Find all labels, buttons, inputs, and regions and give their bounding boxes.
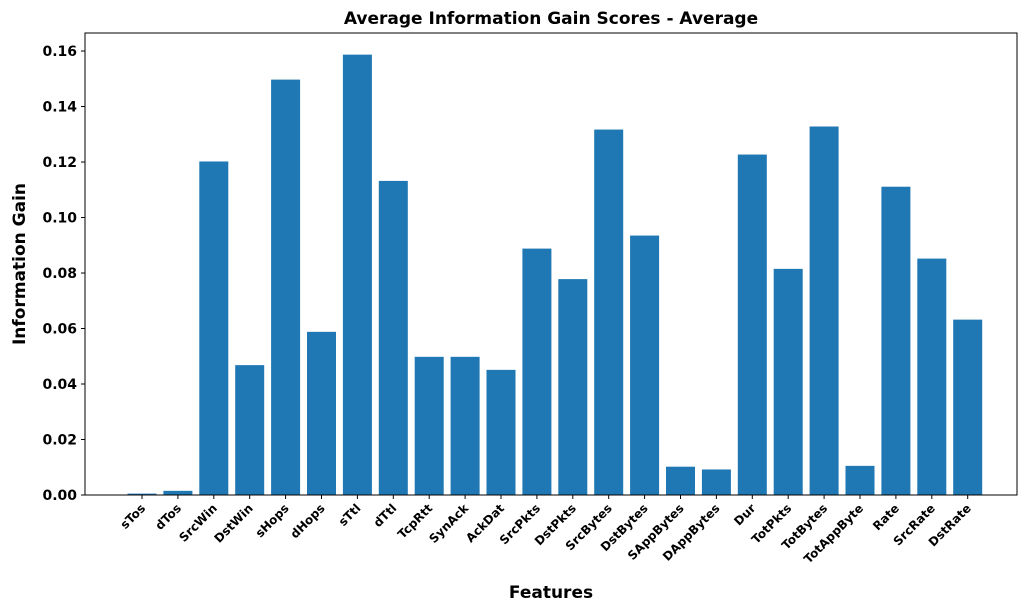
bar-SAppBytes <box>666 466 695 495</box>
y-tick-label: 0.12 <box>42 155 77 171</box>
bar-SrcRate <box>917 258 947 495</box>
bar-TcpRtt <box>414 356 444 495</box>
bar-SynAck <box>450 356 480 495</box>
bars-group <box>127 54 983 496</box>
bar-DAppBytes <box>701 469 731 495</box>
bar-AckDat <box>486 369 516 495</box>
y-tick-label: 0.06 <box>42 322 77 338</box>
chart-title: Average Information Gain Scores - Averag… <box>344 9 758 29</box>
x-tick-label: DstWin <box>211 501 255 545</box>
bar-SrcWin <box>199 161 229 495</box>
y-tick-label: 0.04 <box>42 377 77 393</box>
x-tick-label: SynAck <box>426 501 472 547</box>
x-tick-label: dTos <box>152 501 184 533</box>
bar-SrcPkts <box>522 248 552 495</box>
bar-DstWin <box>235 365 265 495</box>
x-tick-label: Rate <box>870 501 902 533</box>
bar-TotPkts <box>773 268 803 495</box>
x-tick-label: sTos <box>118 501 148 531</box>
x-tick-label: dTtl <box>371 501 400 530</box>
bar-sTtl <box>342 54 372 495</box>
y-axis: 0.00 0.02 0.04 0.06 0.08 0.10 0.12 0.14 0.16 <box>42 44 85 504</box>
x-tick-label: sHops <box>253 501 292 540</box>
y-tick-label: 0.16 <box>42 44 77 60</box>
y-tick-label: 0.08 <box>42 266 77 282</box>
bar-dTtl <box>378 180 408 495</box>
y-tick-label: 0.02 <box>42 433 77 449</box>
bar-TotBytes <box>809 126 839 495</box>
x-tick-label: dHops <box>288 501 328 541</box>
y-tick-label: 0.10 <box>42 211 77 227</box>
bar-dHops <box>307 331 336 495</box>
x-tick-label: sTtl <box>336 501 364 529</box>
x-axis-label: Features <box>509 583 593 603</box>
bar-TotAppByte <box>845 465 875 495</box>
x-tick-label: Dur <box>731 501 758 528</box>
bar-sTos <box>127 493 157 495</box>
bar-sHops <box>271 79 301 496</box>
bar-DstPkts <box>558 279 588 495</box>
bar-Dur <box>737 154 767 496</box>
bar-DstRate <box>953 319 983 495</box>
bar-Rate <box>881 186 911 495</box>
bar-SrcBytes <box>594 129 624 495</box>
bar-dTos <box>163 490 193 495</box>
bar-DstBytes <box>630 235 660 495</box>
y-axis-label: Information Gain <box>10 183 30 345</box>
plot-frame <box>84 32 1018 496</box>
y-tick-label: 0.14 <box>42 100 77 116</box>
y-tick-label: 0.00 <box>42 488 77 504</box>
